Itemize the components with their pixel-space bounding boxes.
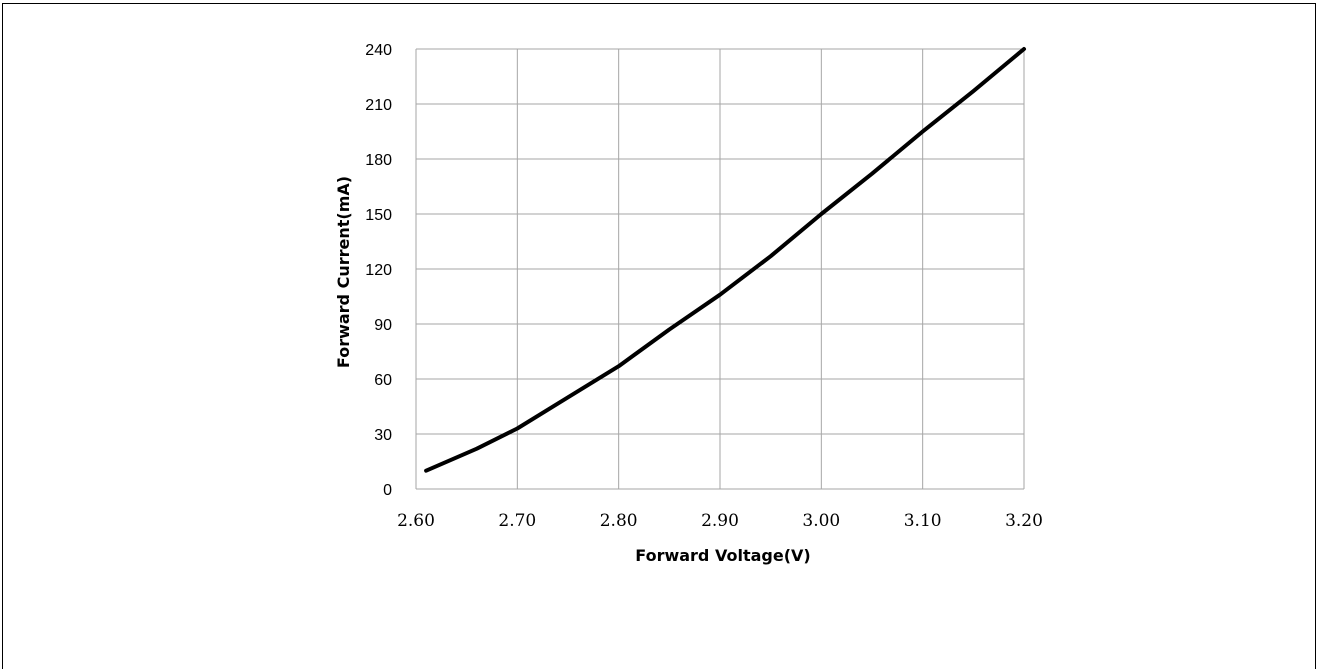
x-axis-title: Forward Voltage(V)	[635, 546, 810, 565]
y-axis-title: Forward Current(mA)	[334, 176, 353, 368]
y-tick-label: 150	[365, 207, 392, 224]
x-tick-label: 2.90	[701, 511, 739, 531]
grid	[415, 48, 1025, 490]
x-tick-label: 2.80	[600, 511, 638, 531]
chart-frame: 0 30 60 90 120 150 180 210 240 2.60 2.70 2.80 2.90 3…	[2, 3, 1316, 669]
y-tick-label: 30	[374, 427, 392, 444]
x-tick-label: 2.70	[498, 511, 536, 531]
series-layer	[424, 47, 1026, 473]
y-tick-label: 0	[383, 482, 392, 499]
x-tick-label: 3.00	[802, 511, 840, 531]
y-tick-label: 240	[365, 42, 392, 59]
y-tick-label: 120	[365, 262, 392, 279]
line-chart: 0 30 60 90 120 150 180 210 240 2.60 2.70 2.80 2.90 3…	[334, 42, 1043, 565]
x-tick-label: 3.20	[1005, 511, 1043, 531]
y-tick-label: 60	[374, 372, 392, 389]
series-line	[424, 47, 1026, 473]
x-axis-ticks: 2.60 2.70 2.80 2.90 3.00 3.10 3.20	[397, 511, 1043, 531]
x-tick-label: 2.60	[397, 511, 435, 531]
y-tick-label: 180	[365, 152, 392, 169]
y-tick-label: 210	[365, 97, 392, 114]
x-tick-label: 3.10	[904, 511, 942, 531]
y-tick-label: 90	[374, 317, 392, 334]
y-axis-ticks: 0 30 60 90 120 150 180 210 240	[365, 42, 392, 499]
